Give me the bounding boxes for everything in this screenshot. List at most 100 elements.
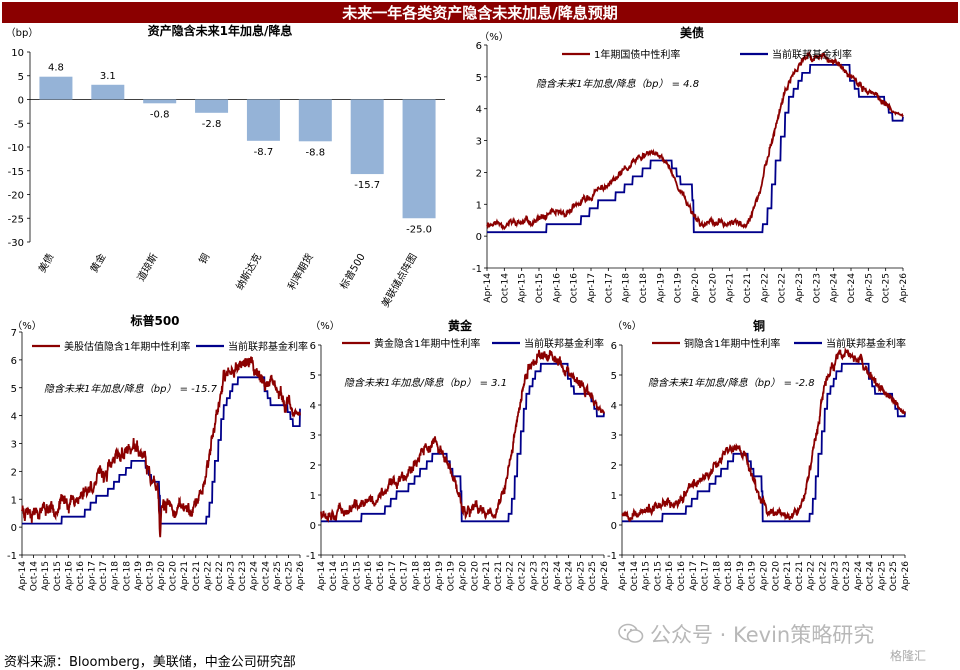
- line-x-tick-label: Oct-24: [866, 561, 876, 592]
- line-x-tick-label: Apr-22: [203, 561, 213, 591]
- legend-label-neutral: 铜隐含1年期中性利率: [684, 337, 780, 350]
- line-x-tick-label: Apr-14: [317, 561, 327, 591]
- fed-funds-line: [487, 64, 904, 234]
- line-x-tick-label: Oct-17: [701, 561, 711, 591]
- line-x-tick-label: Oct-22: [818, 561, 828, 591]
- line-x-tick-label: Apr-16: [665, 561, 675, 591]
- line-x-tick-label: Oct-15: [53, 561, 63, 591]
- line-x-tick-label: Apr-23: [227, 561, 237, 591]
- line-y-tick-label: 3: [310, 431, 316, 442]
- line-x-tick-label: Oct-21: [494, 561, 504, 591]
- line-x-tick-label: Oct-18: [639, 273, 649, 304]
- bar-y-tick-label: 0: [18, 96, 24, 107]
- line-x-tick-label: Oct-23: [238, 561, 248, 591]
- line-x-tick-label: Oct-19: [748, 561, 758, 592]
- line-x-tick-label: Oct-15: [535, 273, 545, 303]
- line-x-tick-label: Apr-20: [760, 561, 770, 591]
- line-x-tick-label: Oct-22: [517, 561, 527, 591]
- line-x-tick-label: Oct-22: [215, 561, 225, 591]
- bar: [195, 99, 229, 113]
- line-x-tick-label: Apr-23: [830, 561, 840, 591]
- bar-chart-unit: （bp）: [6, 27, 39, 39]
- bar-value-label: -2.8: [202, 119, 222, 130]
- bar-category-label: 黄金: [87, 251, 108, 275]
- bar-y-tick-label: -15: [8, 167, 24, 178]
- line-y-tick-label: 5: [611, 371, 617, 382]
- neutral-rate-line: [21, 356, 301, 538]
- line-chart-title: 标普500: [129, 313, 179, 328]
- bar-value-label: 4.8: [48, 63, 64, 74]
- annotation-text: 隐含未来1年加息/降息（bp） = -2.8: [648, 377, 815, 389]
- legend-label-fed: 当前联邦基金利率: [524, 337, 604, 350]
- legend-label-fed: 当前联邦基金利率: [772, 48, 852, 61]
- annotation-text: 隐含未来1年加息/降息（bp） = 4.8: [536, 78, 699, 90]
- bar-y-tick-label: 10: [11, 48, 24, 59]
- line-y-tick-label: 1: [310, 491, 316, 502]
- neutral-rate-line: [486, 50, 904, 231]
- source-note: 资料来源：Bloomberg，美联储，中金公司研究部: [4, 655, 296, 670]
- line-x-tick-label: Apr-19: [656, 273, 666, 303]
- line-x-tick-label: Apr-15: [341, 561, 351, 591]
- bar-chart-title: 资产隐含未来1年加息/降息: [148, 23, 293, 38]
- line-x-tick-label: Oct-16: [376, 561, 386, 592]
- line-y-tick-label: -1: [7, 551, 17, 562]
- line-x-tick-label: Oct-25: [588, 561, 598, 591]
- bar-y-tick-label: -5: [14, 119, 24, 130]
- bar-value-label: -8.7: [254, 147, 274, 158]
- line-x-tick-label: Apr-24: [553, 561, 563, 591]
- line-x-tick-label: Apr-21: [726, 273, 736, 303]
- bar-value-label: 3.1: [100, 71, 116, 82]
- line-x-tick-label: Oct-24: [847, 273, 857, 304]
- line-y-tick-label: 2: [11, 467, 17, 478]
- line-y-tick-label: -1: [306, 551, 316, 562]
- line-chart-unit: （%）: [12, 320, 42, 332]
- line-x-tick-label: Oct-25: [889, 561, 899, 591]
- line-y-tick-label: 3: [11, 440, 17, 451]
- line-y-tick-label: 6: [476, 41, 482, 52]
- line-x-tick-label: Oct-14: [500, 273, 510, 304]
- logo-text: 格隆汇: [890, 649, 927, 663]
- line-x-tick-label: Apr-26: [901, 561, 911, 591]
- line-x-tick-label: Oct-18: [724, 561, 734, 592]
- line-x-tick-label: Apr-18: [622, 273, 632, 303]
- line-chart-title: 黄金: [448, 318, 473, 333]
- line-x-tick-label: Oct-16: [76, 561, 86, 592]
- line-x-tick-label: Apr-24: [854, 561, 864, 591]
- bar: [91, 84, 125, 100]
- annotation-text: 隐含未来1年加息/降息（bp） = -15.7: [44, 383, 218, 395]
- line-x-tick-label: Apr-15: [41, 561, 51, 591]
- line-y-tick-label: 6: [11, 356, 17, 367]
- line-x-tick-label: Apr-21: [482, 561, 492, 591]
- line-x-tick-label: Apr-18: [111, 561, 121, 591]
- bar-category-label: 标普500: [337, 251, 368, 291]
- line-x-tick-label: Apr-25: [273, 561, 283, 591]
- line-x-tick-label: Oct-17: [400, 561, 410, 591]
- bar: [298, 99, 332, 142]
- line-x-tick-label: Oct-20: [708, 273, 718, 304]
- line-y-tick-label: 5: [310, 371, 316, 382]
- line-x-tick-label: Oct-25: [284, 561, 294, 591]
- line-x-tick-label: Apr-21: [180, 561, 190, 591]
- bar: [350, 99, 384, 175]
- bar-value-label: -15.7: [354, 180, 380, 191]
- line-x-tick-label: Oct-16: [570, 273, 580, 304]
- legend-label-fed: 当前联邦基金利率: [826, 337, 906, 350]
- bar-value-label: -8.8: [306, 147, 326, 158]
- line-x-tick-label: Oct-25: [882, 273, 892, 303]
- line-chart-title: 美债: [680, 25, 704, 40]
- bar-category-label: 铜: [197, 252, 212, 267]
- line-y-tick-label: 3: [476, 137, 482, 148]
- line-x-tick-label: Oct-23: [842, 561, 852, 591]
- line-x-tick-label: Apr-22: [807, 561, 817, 591]
- line-x-tick-label: Apr-26: [600, 561, 610, 591]
- line-x-tick-label: Apr-23: [529, 561, 539, 591]
- line-y-tick-label: 4: [476, 105, 482, 116]
- line-y-tick-label: 2: [611, 461, 617, 472]
- line-x-tick-label: Oct-20: [771, 561, 781, 592]
- line-x-tick-label: Oct-19: [674, 273, 684, 304]
- line-x-tick-label: Apr-23: [795, 273, 805, 303]
- line-x-tick-label: Apr-25: [877, 561, 887, 591]
- line-y-tick-label: 6: [310, 341, 316, 352]
- line-x-tick-label: Oct-24: [261, 561, 271, 592]
